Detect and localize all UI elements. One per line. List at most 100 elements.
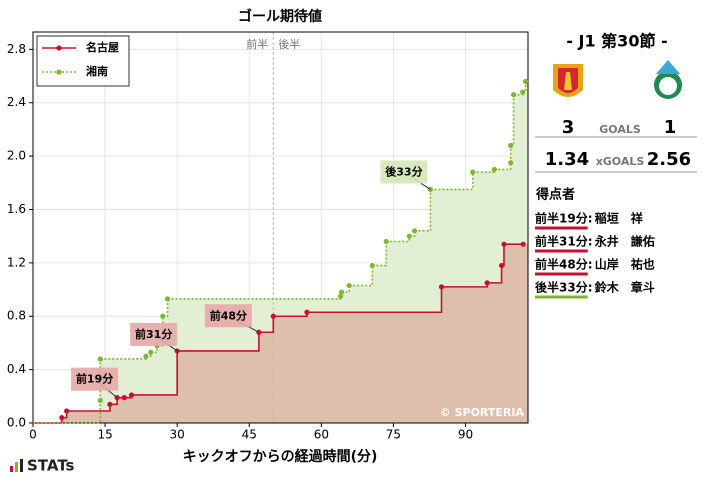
home-xg: 1.34	[545, 149, 589, 170]
scorer-name: 山岸 祐也	[595, 257, 655, 272]
step-line	[177, 332, 260, 352]
credit: © SPORTERIA	[440, 406, 525, 419]
scorer-time: 前半31分	[535, 234, 588, 249]
data-point	[164, 296, 171, 302]
data-point	[520, 241, 526, 247]
data-point	[97, 356, 103, 362]
logo: STATs	[10, 457, 75, 475]
logo-bar	[15, 462, 18, 472]
annotation-box	[380, 160, 428, 184]
legend-marker	[56, 69, 62, 75]
legend-marker	[56, 45, 62, 51]
scorer-colon: :	[588, 258, 593, 272]
round-title: - J1 第30節 -	[566, 32, 667, 51]
goals-label: GOALS	[599, 123, 641, 136]
x-tick-label: 90	[458, 428, 473, 442]
data-point	[383, 238, 389, 245]
y-tick-label: 0.4	[7, 362, 26, 376]
data-point	[508, 160, 514, 166]
data-point	[501, 241, 507, 247]
crest-emblem	[564, 72, 572, 90]
logo-bar	[20, 459, 23, 472]
x-tick-label: 30	[170, 428, 185, 442]
plot-border	[32, 31, 529, 424]
annotation-text: 前31分	[135, 327, 172, 341]
away-goals: 1	[664, 117, 677, 138]
data-point	[64, 408, 70, 414]
data-point	[148, 349, 154, 355]
step-line	[414, 189, 432, 232]
halftime-label: 後半	[278, 37, 300, 51]
data-point	[498, 262, 505, 269]
scorer-time: 前半19分	[535, 211, 588, 226]
scorer-time: 前半48分	[535, 257, 588, 272]
scorer-colon: :	[588, 235, 593, 249]
annotation-box	[204, 304, 252, 328]
annotation-text: 前48分	[210, 308, 247, 322]
y-tick-label: 0.0	[7, 416, 26, 430]
step-line	[306, 286, 443, 314]
annotation-text: 前19分	[76, 372, 113, 386]
home-crest	[553, 64, 583, 97]
data-point	[520, 89, 526, 95]
step-line	[430, 172, 474, 191]
data-point	[304, 309, 310, 315]
data-point	[491, 166, 497, 173]
annotation-box	[71, 367, 119, 391]
away-crest	[654, 60, 682, 99]
step-line	[167, 296, 342, 300]
halftime-label: 前半	[246, 37, 268, 51]
crest-inner	[659, 77, 677, 95]
step-line	[349, 265, 374, 287]
scorer-colon: :	[588, 281, 593, 295]
data-point	[160, 313, 166, 319]
legend-label: 名古屋	[86, 40, 119, 54]
legend-box	[36, 35, 130, 87]
annotation-text: 後33分	[385, 164, 422, 178]
scorer-name: 稲垣 祥	[595, 211, 643, 226]
scorers-title: 得点者	[535, 187, 575, 203]
step-line	[372, 241, 388, 267]
y-tick-label: 1.2	[7, 255, 26, 269]
step-line	[131, 350, 178, 396]
chart-title: ゴール期待値	[238, 8, 322, 25]
xg-label: xGOALS	[596, 155, 645, 168]
home-goals: 3	[562, 117, 575, 138]
step-line	[258, 316, 275, 334]
away-xg: 2.56	[647, 149, 691, 170]
data-point	[270, 313, 276, 319]
data-point	[143, 353, 149, 359]
scorer-name: 永井 謙佑	[594, 234, 655, 249]
y-tick-label: 0.8	[7, 309, 26, 323]
x-tick-label: 45	[242, 428, 257, 442]
logo-bar	[10, 466, 13, 472]
data-point	[346, 282, 352, 289]
data-point	[522, 78, 529, 84]
step-line	[472, 169, 496, 173]
data-point	[438, 284, 445, 290]
data-point	[128, 392, 135, 398]
x-axis-label: キックオフからの経過時間(分)	[183, 448, 378, 465]
scorer-time: 後半33分	[535, 280, 588, 295]
data-point	[484, 280, 490, 286]
y-tick-label: 2.4	[7, 95, 26, 109]
data-point	[107, 401, 113, 407]
crest-emblem	[656, 60, 680, 74]
legend-label: 湘南	[86, 64, 108, 78]
scorer-colon: :	[588, 212, 593, 226]
area-fill	[33, 244, 528, 423]
data-point	[337, 293, 344, 299]
data-point	[470, 169, 476, 175]
annotation-box	[130, 322, 178, 346]
step-line	[487, 265, 503, 284]
data-point	[97, 397, 103, 403]
step-line	[100, 356, 147, 360]
y-tick-label: 2.8	[7, 42, 26, 56]
x-tick-label: 0	[29, 428, 37, 442]
data-point	[121, 395, 127, 401]
y-tick-label: 1.6	[7, 202, 26, 216]
data-point	[510, 92, 517, 98]
data-point	[59, 415, 65, 421]
data-point	[406, 233, 412, 239]
